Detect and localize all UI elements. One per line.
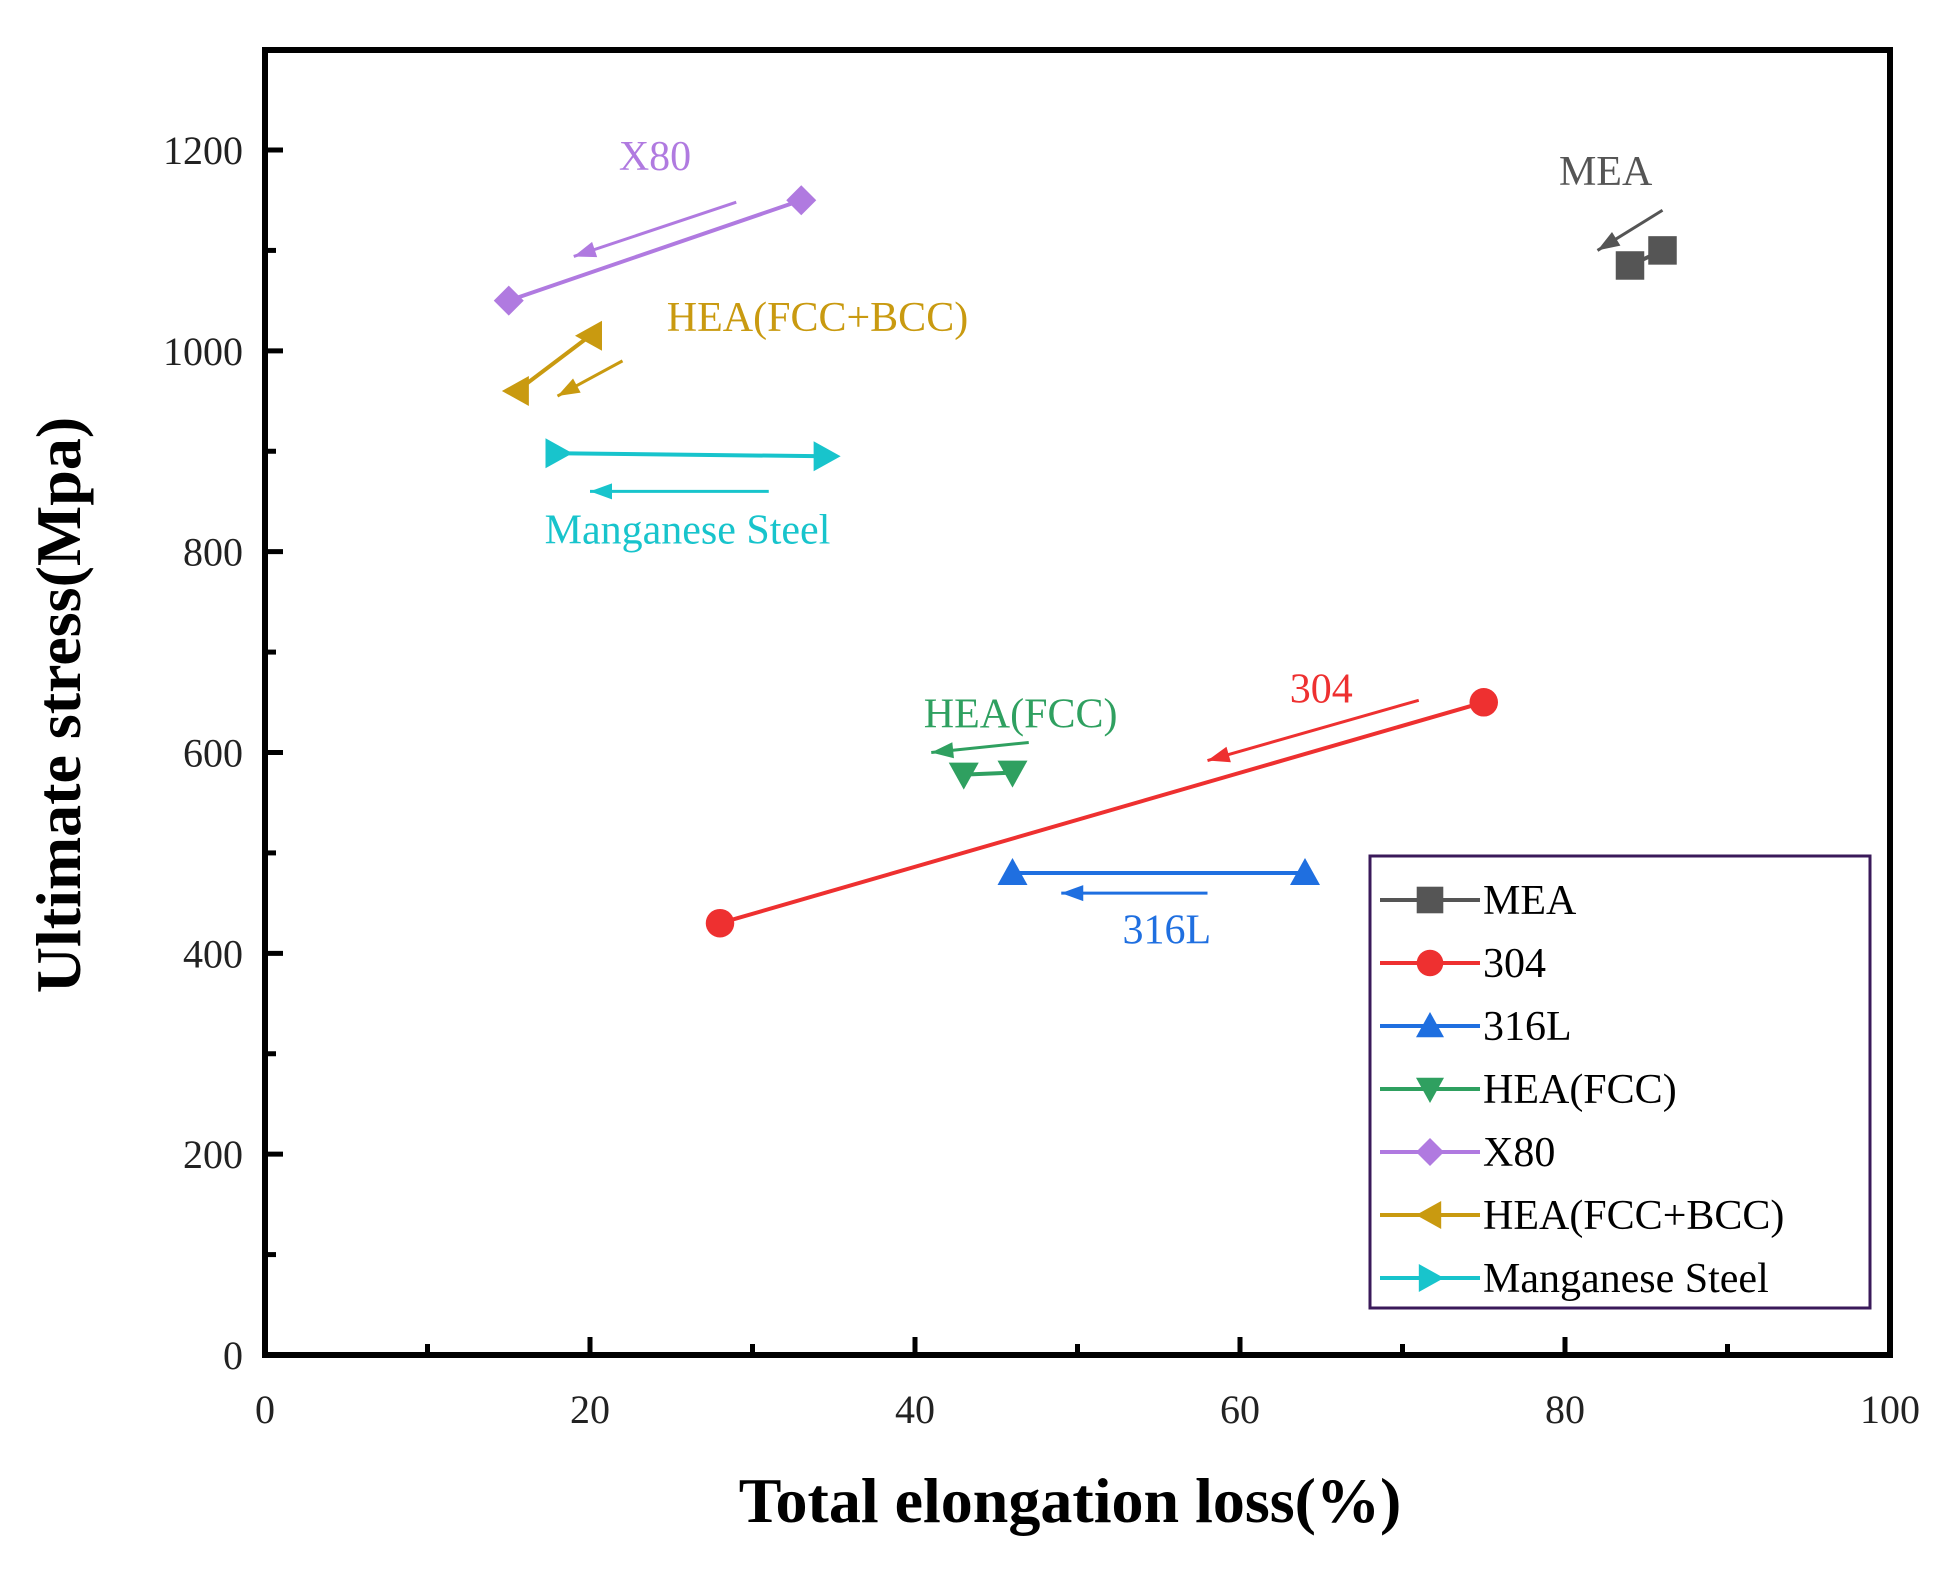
legend-marker	[1416, 949, 1444, 977]
legend-marker	[1418, 1264, 1444, 1292]
data-point	[1290, 858, 1320, 885]
legend-label: 316L	[1483, 1004, 1572, 1050]
data-point	[1648, 236, 1677, 265]
legend-label: 304	[1483, 941, 1546, 987]
y-axis-title: Ultimate stress(Mpa)	[23, 417, 94, 993]
trend-arrow-shaft	[1207, 698, 1420, 762]
data-point	[705, 908, 735, 938]
trend-arrow-shaft	[573, 200, 737, 258]
legend-item: HEA(FCC+BCC)	[1380, 1193, 1784, 1239]
series-annotation: Manganese Steel	[545, 508, 831, 554]
series-annotation: HEA(FCC+BCC)	[667, 295, 968, 341]
data-point	[545, 438, 573, 469]
y-tick-label: 800	[183, 530, 243, 575]
series-316l: 316L	[997, 858, 1320, 953]
series-manganese-steel: Manganese Steel	[545, 438, 841, 554]
y-tick-label: 600	[183, 731, 243, 776]
legend-item: 316L	[1380, 1004, 1572, 1050]
x-tick-label: 60	[1220, 1387, 1260, 1432]
trend-arrow-head	[1597, 232, 1621, 251]
trend-arrow-head	[557, 378, 581, 397]
trend-arrow-head	[1061, 885, 1084, 902]
series-line	[557, 451, 826, 459]
series-304: 304	[705, 666, 1498, 938]
y-tick-label: 0	[223, 1333, 243, 1378]
legend-item: X80	[1380, 1130, 1555, 1176]
trend-arrow-head	[931, 742, 954, 759]
series-annotation: HEA(FCC)	[924, 691, 1118, 737]
x-tick-label: 80	[1545, 1387, 1585, 1432]
legend-marker	[1416, 1077, 1444, 1103]
legend-marker	[1416, 1201, 1442, 1229]
trend-arrow-head	[1207, 746, 1231, 763]
series-hea-fcc-bcc: HEA(FCC+BCC)	[501, 295, 968, 406]
series-annotation: MEA	[1559, 149, 1653, 195]
x-tick-label: 20	[570, 1387, 610, 1432]
legend-marker	[1416, 1012, 1444, 1038]
legend-box	[1368, 854, 1872, 1310]
series-mea: MEA	[1559, 149, 1677, 280]
data-point	[997, 760, 1028, 788]
plot-area: MEA 304 316L HEA(FCC) X80 HEA(FCC+BCC) Mangane…	[493, 134, 1677, 953]
series-x80: X80	[493, 134, 817, 316]
legend-label: HEA(FCC+BCC)	[1483, 1193, 1784, 1239]
y-tick-label: 400	[183, 931, 243, 976]
series-line	[515, 334, 592, 393]
plot-frame	[262, 47, 1893, 1358]
legend-marker	[1416, 1138, 1444, 1166]
x-tick-label: 40	[895, 1387, 935, 1432]
y-tick-label: 1200	[163, 128, 243, 173]
data-point	[493, 285, 524, 316]
y-tick-label: 200	[183, 1132, 243, 1177]
series-annotation: 304	[1290, 666, 1353, 712]
x-axis-title: Total elongation loss(%)	[739, 1465, 1402, 1536]
trend-arrow-head	[573, 241, 598, 258]
legend-item: MEA	[1380, 878, 1577, 924]
y-tick-label: 1000	[163, 329, 243, 374]
legend-label: X80	[1483, 1130, 1555, 1176]
series-annotation: 316L	[1123, 907, 1212, 953]
legend-item: HEA(FCC)	[1380, 1067, 1677, 1113]
data-point	[1615, 251, 1645, 280]
data-point	[575, 320, 602, 351]
legend-item: Manganese Steel	[1380, 1256, 1769, 1302]
data-point	[997, 858, 1028, 885]
data-point	[501, 376, 529, 406]
legend-label: HEA(FCC)	[1483, 1067, 1677, 1113]
data-point	[813, 441, 841, 472]
series-line	[719, 700, 1485, 926]
series-line	[508, 198, 802, 303]
legend-label: Manganese Steel	[1483, 1256, 1769, 1302]
trend-arrow-head	[590, 483, 612, 500]
x-tick-label: 0	[255, 1387, 275, 1432]
x-tick-label: 100	[1860, 1387, 1920, 1432]
legend-label: MEA	[1483, 878, 1577, 924]
data-point	[948, 762, 979, 790]
legend: MEA 304 316L HEA(FCC) X80 HEA(FCC+BCC) Mangane…	[1368, 854, 1872, 1310]
data-point	[1469, 688, 1498, 717]
series-annotation: X80	[619, 134, 691, 180]
legend-marker	[1416, 886, 1444, 914]
data-point	[786, 185, 817, 216]
legend-item: 304	[1380, 941, 1546, 987]
series-hea-fcc: HEA(FCC)	[924, 691, 1118, 790]
